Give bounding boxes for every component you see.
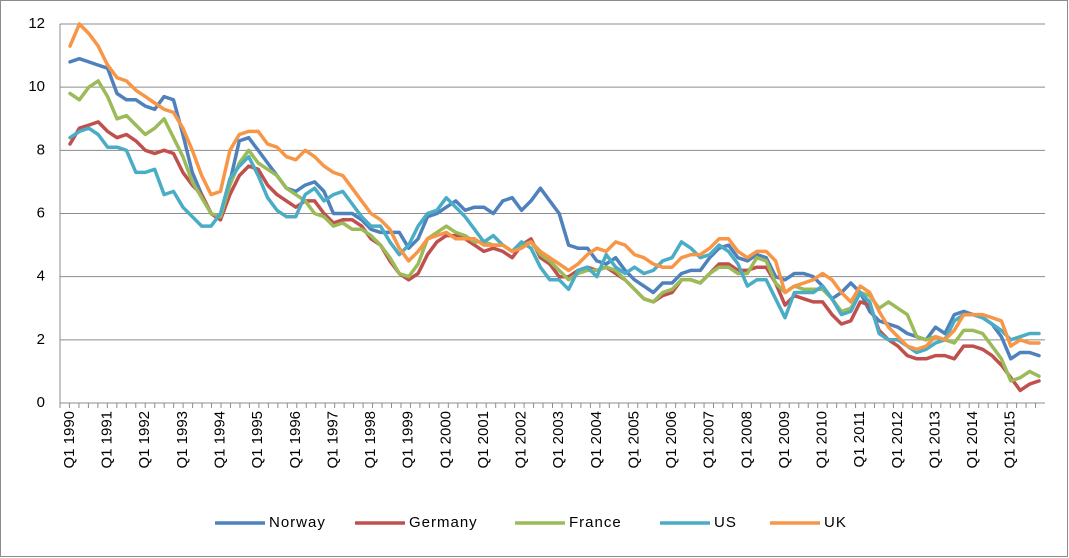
x-tick-label: Q1 1998 xyxy=(362,411,379,469)
x-tick-label: Q1 2007 xyxy=(701,411,718,469)
x-tick-label: Q1 2015 xyxy=(1002,411,1019,469)
x-tick-label: Q1 1995 xyxy=(249,411,266,469)
x-tick-label: Q1 1993 xyxy=(174,411,191,469)
legend-label: Norway xyxy=(269,514,326,531)
legend-label: Germany xyxy=(409,514,478,531)
x-tick-label: Q1 2002 xyxy=(513,411,530,469)
x-tick-label: Q1 2004 xyxy=(588,411,605,469)
x-tick-label: Q1 1999 xyxy=(400,411,417,469)
x-tick-label: Q1 2008 xyxy=(738,411,755,469)
x-tick-label: Q1 1992 xyxy=(136,411,153,469)
x-tick-label: Q1 2000 xyxy=(437,411,454,469)
x-tick-label: Q1 1997 xyxy=(324,411,341,469)
x-tick-label: Q1 2013 xyxy=(926,411,943,469)
legend-label: UK xyxy=(824,514,847,531)
legend-label: US xyxy=(714,514,737,531)
series-line xyxy=(68,22,1041,352)
x-tick-label: Q1 2003 xyxy=(550,411,567,469)
y-tick-label: 12 xyxy=(28,15,45,32)
x-tick-label: Q1 1996 xyxy=(287,411,304,469)
x-tick-label: Q1 1990 xyxy=(61,411,78,469)
x-tick-label: Q1 2014 xyxy=(964,411,981,469)
y-tick-label: 0 xyxy=(37,394,45,411)
x-tick-label: Q1 2012 xyxy=(889,411,906,469)
y-tick-label: 4 xyxy=(37,268,45,285)
y-tick-label: 6 xyxy=(37,204,45,221)
x-tick-label: Q1 2006 xyxy=(663,411,680,469)
x-tick-label: Q1 1994 xyxy=(211,411,228,469)
x-tick-label: Q1 2005 xyxy=(625,411,642,469)
x-tick-label: Q1 2009 xyxy=(776,411,793,469)
y-tick-label: 2 xyxy=(37,331,45,348)
x-tick-label: Q1 2010 xyxy=(814,411,831,469)
y-tick-label: 10 xyxy=(28,78,45,95)
x-tick-label: Q1 2001 xyxy=(475,411,492,469)
x-tick-label: Q1 1991 xyxy=(99,411,116,469)
x-tick-label: Q1 2011 xyxy=(851,411,868,467)
legend-label: France xyxy=(569,514,622,531)
y-tick-label: 8 xyxy=(37,141,45,158)
series-line xyxy=(68,126,1041,355)
